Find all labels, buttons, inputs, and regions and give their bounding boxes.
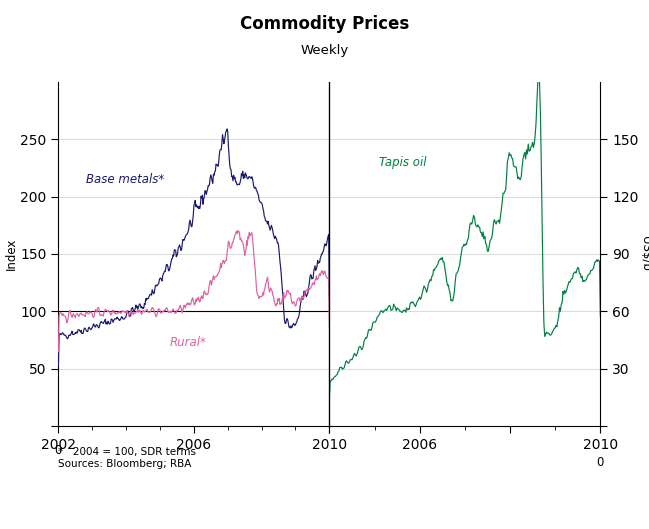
Y-axis label: Index: Index	[5, 238, 18, 270]
Y-axis label: US$/b: US$/b	[639, 236, 649, 271]
Text: Weekly: Weekly	[300, 44, 349, 57]
Text: Tapis oil: Tapis oil	[379, 156, 426, 169]
Text: Rural*: Rural*	[170, 336, 207, 349]
Text: *   2004 = 100, SDR terms
Sources: Bloomberg; RBA: * 2004 = 100, SDR terms Sources: Bloombe…	[58, 447, 197, 469]
Text: 0: 0	[596, 457, 604, 469]
Text: 0: 0	[55, 444, 62, 457]
Text: Base metals*: Base metals*	[86, 173, 164, 186]
Text: Commodity Prices: Commodity Prices	[240, 15, 409, 33]
